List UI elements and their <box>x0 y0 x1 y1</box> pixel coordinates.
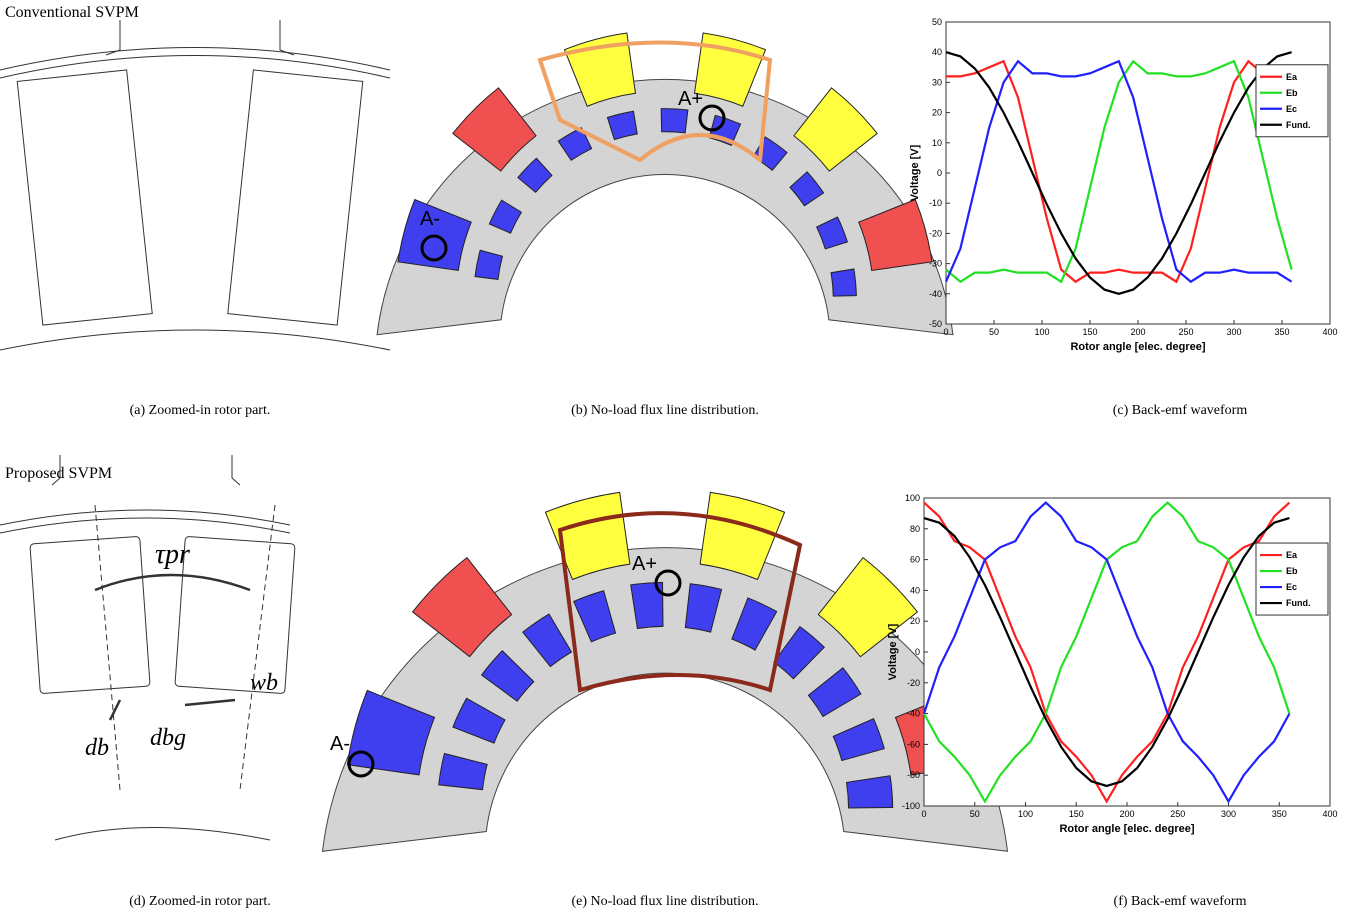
y-tick-label: 100 <box>905 493 920 503</box>
x-tick-label: 300 <box>1221 809 1236 819</box>
coil-label: A+ <box>632 553 657 575</box>
coil-label: A+ <box>678 88 703 110</box>
x-tick-label: 150 <box>1082 327 1097 337</box>
coil-label: A- <box>420 208 440 230</box>
x-tick-label: 200 <box>1119 809 1134 819</box>
motor-diagrams <box>322 33 1007 851</box>
y-tick-label: -30 <box>929 259 942 269</box>
x-axis-label: Rotor angle [elec. degree] <box>1059 823 1194 835</box>
y-tick-label: 80 <box>910 524 920 534</box>
y-tick-label: 40 <box>932 47 942 57</box>
x-tick-label: 150 <box>1069 809 1084 819</box>
legend-label: Ec <box>1286 104 1297 114</box>
legend-label: Fund. <box>1286 598 1311 608</box>
y-tick-label: -20 <box>907 678 920 688</box>
dimension-label: wb <box>250 670 278 696</box>
y-tick-label: 20 <box>932 108 942 118</box>
legend-label: Ea <box>1286 550 1298 560</box>
y-tick-label: -80 <box>907 770 920 780</box>
dimension-label: dbg <box>150 725 186 751</box>
legend-label: Ec <box>1286 582 1297 592</box>
caption: (f) Back-emf waveform <box>1114 894 1247 909</box>
y-tick-label: -40 <box>907 709 920 719</box>
legend-label: Ea <box>1286 72 1298 82</box>
x-tick-label: 250 <box>1178 327 1193 337</box>
magnet <box>661 109 688 133</box>
x-tick-label: 0 <box>943 327 948 337</box>
y-axis-label: Voltage [V] <box>887 623 899 680</box>
caption: (b) No-load flux line distribution. <box>571 403 759 418</box>
y-tick-label: 40 <box>910 585 920 595</box>
y-tick-label: -100 <box>902 801 920 811</box>
y-tick-label: 10 <box>932 138 942 148</box>
dimension-label: τpr <box>155 539 190 570</box>
rotor-sketch-d <box>0 455 295 840</box>
dimension-label: db <box>85 735 109 761</box>
x-tick-label: 400 <box>1322 327 1337 337</box>
legend-label: Fund. <box>1286 120 1311 130</box>
x-tick-label: 250 <box>1170 809 1185 819</box>
magnet <box>831 269 856 296</box>
caption: (d) Zoomed-in rotor part. <box>129 894 271 909</box>
caption: (a) Zoomed-in rotor part. <box>130 403 271 418</box>
caption: (c) Back-emf waveform <box>1113 403 1248 418</box>
y-tick-label: -10 <box>929 198 942 208</box>
x-tick-label: 50 <box>989 327 999 337</box>
x-tick-label: 300 <box>1226 327 1241 337</box>
y-tick-label: -40 <box>929 289 942 299</box>
rotor-sketch-a <box>0 20 390 350</box>
y-tick-label: 0 <box>937 168 942 178</box>
x-tick-label: 100 <box>1034 327 1049 337</box>
y-tick-label: 50 <box>932 17 942 27</box>
chart: -100 -80 -60 -40 -20 0 20 40 60 80 100 0 50 100 150 200… <box>887 493 1338 835</box>
caption: (e) No-load flux line distribution. <box>571 894 758 909</box>
x-tick-label: 50 <box>970 809 980 819</box>
legend-label: Eb <box>1286 88 1298 98</box>
y-tick-label: 0 <box>915 647 920 657</box>
y-tick-label: 20 <box>910 616 920 626</box>
panel-label: Proposed SVPM <box>5 465 112 482</box>
chart: -50 -40 -30 -20 -10 0 10 20 30 40 50 0 50 100 150 200 25… <box>909 17 1338 353</box>
y-tick-label: 60 <box>910 555 920 565</box>
figure: Conventional SVPM Proposed SVPM τpr wb d… <box>0 0 1348 914</box>
page: Conventional SVPM Proposed SVPM τpr wb d… <box>0 0 1348 914</box>
x-tick-label: 350 <box>1272 809 1287 819</box>
x-tick-label: 200 <box>1130 327 1145 337</box>
panel-label: Conventional SVPM <box>5 4 139 21</box>
y-tick-label: -60 <box>907 739 920 749</box>
x-axis-label: Rotor angle [elec. degree] <box>1070 341 1205 353</box>
x-tick-label: 350 <box>1274 327 1289 337</box>
coil-label: A- <box>330 733 350 755</box>
y-tick-label: 30 <box>932 77 942 87</box>
y-tick-label: -50 <box>929 319 942 329</box>
legend-label: Eb <box>1286 566 1298 576</box>
y-tick-label: -20 <box>929 228 942 238</box>
y-axis-label: Voltage [V] <box>909 144 921 201</box>
x-tick-label: 0 <box>921 809 926 819</box>
x-tick-label: 100 <box>1018 809 1033 819</box>
x-tick-label: 400 <box>1322 809 1337 819</box>
